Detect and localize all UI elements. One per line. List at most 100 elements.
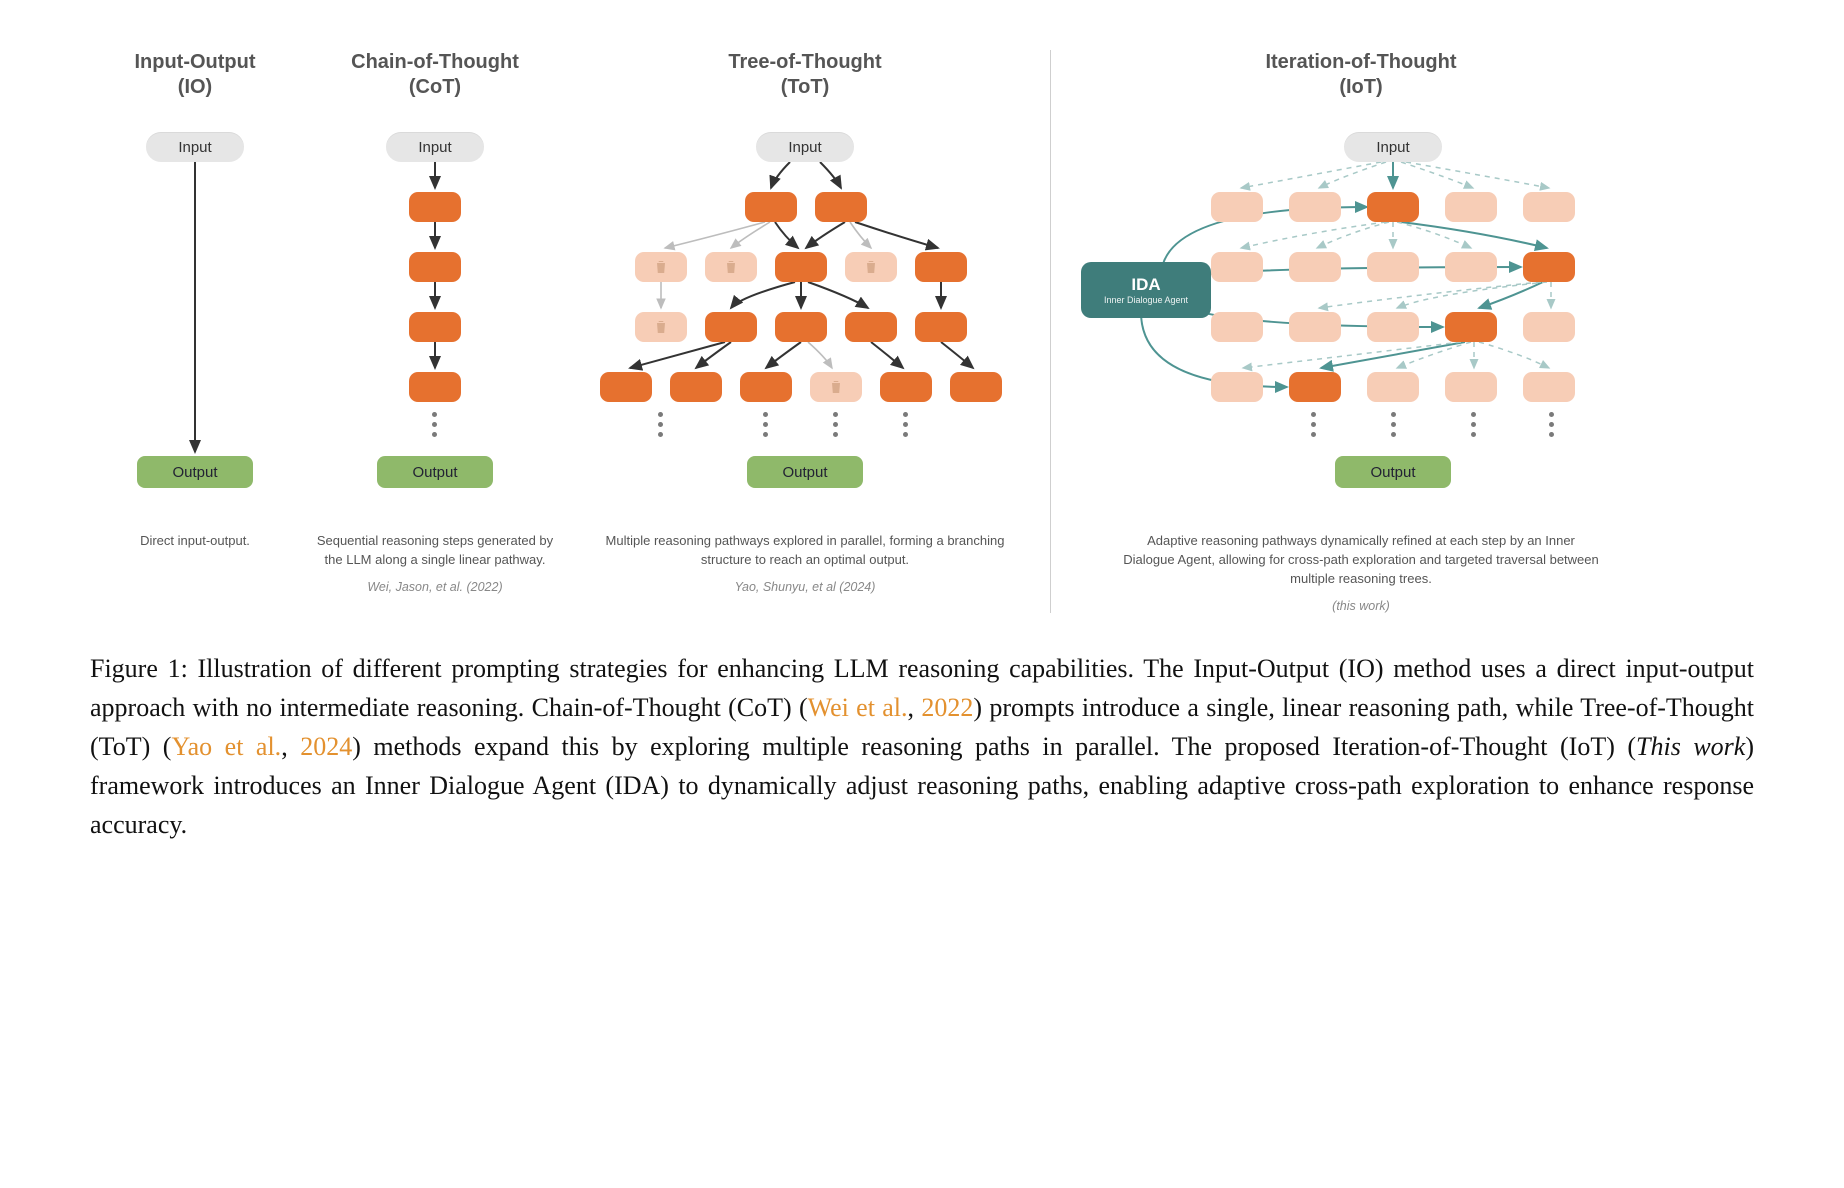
panel-cot: Chain-of-Thought (CoT) Input (300, 50, 570, 613)
iot-node (1445, 312, 1497, 342)
cot-node (409, 372, 461, 402)
iot-input: Input (1344, 132, 1442, 162)
caption-sep: , (281, 732, 300, 761)
iot-node (1523, 252, 1575, 282)
tot-node (915, 252, 967, 282)
panel-tot-title-line1: Tree-of-Thought (728, 50, 881, 75)
citation-link[interactable]: Wei et al. (808, 693, 908, 722)
dots-icon (903, 412, 908, 437)
iot-node (1211, 252, 1263, 282)
caption-prefix: Figure 1: (90, 654, 197, 683)
iot-node (1289, 252, 1341, 282)
tot-node (740, 372, 792, 402)
panel-io: Input-Output (IO) Input Output Direct in… (90, 50, 300, 613)
dots-icon (1471, 412, 1476, 437)
iot-node (1289, 192, 1341, 222)
iot-node (1211, 192, 1263, 222)
caption-mid: ) methods expand this by exploring multi… (352, 732, 1636, 761)
tot-node (915, 312, 967, 342)
panel-iot-title: Iteration-of-Thought (IoT) (1265, 50, 1456, 100)
iot-cite: (this work) (1332, 599, 1390, 613)
cot-desc: Sequential reasoning steps generated by … (311, 532, 559, 570)
tot-node (950, 372, 1002, 402)
dots-icon (1549, 412, 1554, 437)
io-arrows-svg (90, 122, 300, 502)
cot-node (409, 192, 461, 222)
tot-node (705, 252, 757, 282)
panel-io-title: Input-Output (IO) (134, 50, 255, 100)
iot-node (1445, 372, 1497, 402)
panel-tot-title: Tree-of-Thought (ToT) (728, 50, 881, 100)
iot-desc: Adaptive reasoning pathways dynamically … (1122, 532, 1600, 589)
panel-cot-title-line1: Chain-of-Thought (351, 50, 519, 75)
panel-iot-title-line1: Iteration-of-Thought (1265, 50, 1456, 75)
iot-node (1289, 312, 1341, 342)
tot-desc: Multiple reasoning pathways explored in … (589, 532, 1021, 570)
iot-node (1367, 192, 1419, 222)
caption-sep: , (908, 693, 922, 722)
tot-node (670, 372, 722, 402)
tot-node (845, 252, 897, 282)
iot-node (1367, 372, 1419, 402)
panels-row: Input-Output (IO) Input Output Direct in… (90, 50, 1754, 613)
tot-node (775, 252, 827, 282)
iot-node (1523, 372, 1575, 402)
cot-node (409, 312, 461, 342)
tot-node (745, 192, 797, 222)
cot-cite: Wei, Jason, et al. (2022) (367, 580, 502, 594)
ida-title: IDA (1131, 275, 1160, 295)
iot-node (1523, 312, 1575, 342)
tot-cite: Yao, Shunyu, et al (2024) (735, 580, 876, 594)
dots-icon (1311, 412, 1316, 437)
tot-node (635, 252, 687, 282)
iot-node (1367, 312, 1419, 342)
tot-node (810, 372, 862, 402)
caption-thiswork: This work (1636, 732, 1745, 761)
io-diagram: Input Output (90, 122, 300, 502)
tot-node (880, 372, 932, 402)
io-input: Input (146, 132, 244, 162)
citation-link[interactable]: Yao et al. (171, 732, 281, 761)
cot-output: Output (377, 456, 493, 488)
tot-node (775, 312, 827, 342)
cot-diagram: Input Output (300, 122, 570, 502)
cot-input: Input (386, 132, 484, 162)
iot-node (1367, 252, 1419, 282)
figure: Input-Output (IO) Input Output Direct in… (90, 50, 1754, 844)
tot-node (600, 372, 652, 402)
iot-diagram: Input IDA Inner Dialogue Agent Output (1081, 122, 1641, 502)
ida-box: IDA Inner Dialogue Agent (1081, 262, 1211, 318)
tot-node (705, 312, 757, 342)
tot-node (845, 312, 897, 342)
citation-year[interactable]: 2022 (921, 693, 973, 722)
io-desc: Direct input-output. (140, 532, 250, 551)
iot-node (1289, 372, 1341, 402)
vertical-divider (1050, 50, 1051, 613)
panel-tot: Tree-of-Thought (ToT) (570, 50, 1040, 613)
ida-subtitle: Inner Dialogue Agent (1104, 295, 1188, 305)
cot-node (409, 252, 461, 282)
iot-node (1211, 312, 1263, 342)
iot-node (1523, 192, 1575, 222)
tot-input: Input (756, 132, 854, 162)
tot-diagram: Input Output (570, 122, 1040, 502)
tot-output: Output (747, 456, 863, 488)
tot-node (815, 192, 867, 222)
dots-icon (833, 412, 838, 437)
dots-icon (763, 412, 768, 437)
panel-iot: Iteration-of-Thought (IoT) (1061, 50, 1621, 613)
dots-icon (432, 412, 437, 437)
io-output: Output (137, 456, 253, 488)
panel-io-title-line1: Input-Output (134, 50, 255, 75)
iot-node (1445, 252, 1497, 282)
panel-cot-title: Chain-of-Thought (CoT) (351, 50, 519, 100)
dots-icon (658, 412, 663, 437)
panel-iot-title-line2: (IoT) (1265, 75, 1456, 100)
iot-node (1211, 372, 1263, 402)
tot-node (635, 312, 687, 342)
citation-year[interactable]: 2024 (300, 732, 352, 761)
panel-io-title-line2: (IO) (134, 75, 255, 100)
iot-output: Output (1335, 456, 1451, 488)
dots-icon (1391, 412, 1396, 437)
panel-tot-title-line2: (ToT) (728, 75, 881, 100)
